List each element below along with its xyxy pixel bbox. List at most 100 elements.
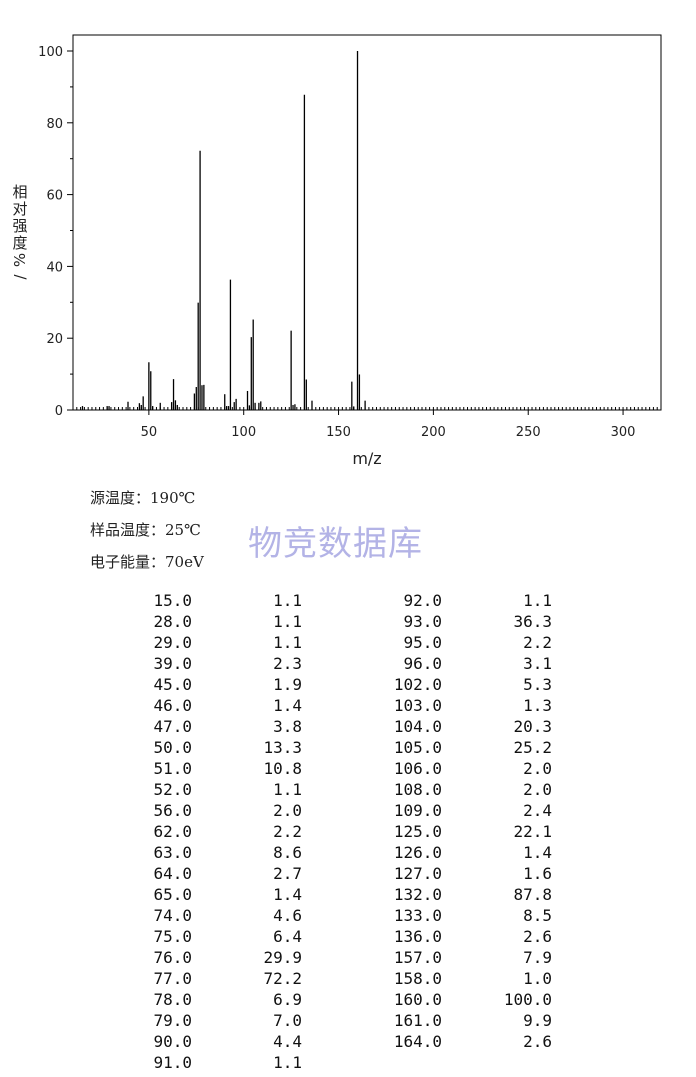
peak-abundance: 2.0	[523, 780, 552, 799]
peak-abundance: 1.1	[523, 591, 552, 610]
y-tick-label: 20	[46, 332, 63, 347]
peak-row: 64.0 2.7	[140, 863, 310, 884]
peak-row: 56.0 2.0	[140, 800, 310, 821]
peak-mz: 45.0	[153, 675, 192, 694]
peak-row: 46.0 1.4	[140, 695, 310, 716]
source-temperature: 源温度：190℃	[90, 489, 196, 507]
peak-abundance: 2.3	[273, 654, 302, 673]
peak-mz: 51.0	[153, 759, 192, 778]
y-axis-label-char: 对	[12, 200, 27, 218]
peak-row: 95.0 2.2	[390, 632, 560, 653]
peak-abundance: 20.3	[513, 717, 552, 736]
peak-row: 77.0 72.2	[140, 968, 310, 989]
peak-row: 39.0 2.3	[140, 653, 310, 674]
peak-abundance: 25.2	[513, 738, 552, 757]
peak-row: 65.0 1.4	[140, 884, 310, 905]
peak-abundance: 8.6	[273, 843, 302, 862]
peak-row: 109.0 2.4	[390, 800, 560, 821]
peak-row: 50.0 13.3	[140, 737, 310, 758]
peak-mz: 103.0	[393, 696, 442, 715]
peak-row: 90.0 4.4	[140, 1031, 310, 1052]
peak-mz: 28.0	[153, 612, 192, 631]
y-tick-label: 80	[46, 117, 63, 132]
peak-abundance: 2.2	[523, 633, 552, 652]
peak-row: 127.0 1.6	[390, 863, 560, 884]
peak-mz: 109.0	[393, 801, 442, 820]
peak-abundance: 8.5	[523, 906, 552, 925]
y-axis-label-char: 强	[12, 217, 27, 235]
peak-abundance: 7.9	[523, 948, 552, 967]
peak-mz: 75.0	[153, 927, 192, 946]
peak-abundance: 72.2	[263, 969, 302, 988]
peak-abundance: 1.1	[273, 1053, 302, 1072]
peak-abundance: 5.3	[523, 675, 552, 694]
peak-row: 93.0 36.3	[390, 611, 560, 632]
peak-row: 78.0 6.9	[140, 989, 310, 1010]
peak-mz: 56.0	[153, 801, 192, 820]
peak-row: 29.0 1.1	[140, 632, 310, 653]
peak-row: 75.0 6.4	[140, 926, 310, 947]
peak-mz: 29.0	[153, 633, 192, 652]
x-tick-label: 100	[231, 425, 256, 440]
peak-mz: 161.0	[393, 1011, 442, 1030]
peak-row: 102.0 5.3	[390, 674, 560, 695]
peak-abundance: 1.3	[523, 696, 552, 715]
peak-mz: 77.0	[153, 969, 192, 988]
peak-mz: 46.0	[153, 696, 192, 715]
peak-row: 96.0 3.1	[390, 653, 560, 674]
peak-row: 91.0 1.1	[140, 1052, 310, 1073]
peak-abundance: 2.0	[273, 801, 302, 820]
peak-abundance: 1.1	[273, 633, 302, 652]
x-tick-label: 200	[421, 425, 446, 440]
peak-abundance: 3.8	[273, 717, 302, 736]
plot-frame	[72, 34, 662, 411]
peak-mz: 64.0	[153, 864, 192, 883]
x-tick-label: 50	[141, 425, 158, 440]
peak-mz: 52.0	[153, 780, 192, 799]
peak-bars	[81, 51, 366, 410]
peak-abundance: 1.0	[523, 969, 552, 988]
peak-row: 92.0 1.1	[390, 590, 560, 611]
x-tick-label: 300	[611, 425, 636, 440]
peak-abundance: 4.4	[273, 1032, 302, 1051]
peak-row: 105.0 25.2	[390, 737, 560, 758]
peak-mz: 96.0	[403, 654, 442, 673]
peak-row: 133.0 8.5	[390, 905, 560, 926]
peak-row: 45.0 1.9	[140, 674, 310, 695]
peak-row: 132.0 87.8	[390, 884, 560, 905]
peak-abundance: 1.4	[273, 885, 302, 904]
peak-mz: 90.0	[153, 1032, 192, 1051]
peak-mz: 157.0	[393, 948, 442, 967]
peak-mz: 105.0	[393, 738, 442, 757]
peak-row: 62.0 2.2	[140, 821, 310, 842]
peak-row: 161.0 9.9	[390, 1010, 560, 1031]
peak-mz: 106.0	[393, 759, 442, 778]
peak-mz: 74.0	[153, 906, 192, 925]
peak-mz: 63.0	[153, 843, 192, 862]
peak-row: 164.0 2.6	[390, 1031, 560, 1052]
peak-mz: 50.0	[153, 738, 192, 757]
peak-row: 79.0 7.0	[140, 1010, 310, 1031]
peak-abundance: 1.1	[273, 591, 302, 610]
peak-abundance: 36.3	[513, 612, 552, 631]
peak-abundance: 2.2	[273, 822, 302, 841]
peak-mz: 95.0	[403, 633, 442, 652]
peak-row: 108.0 2.0	[390, 779, 560, 800]
peak-abundance: 6.9	[273, 990, 302, 1009]
peak-mz: 158.0	[393, 969, 442, 988]
peak-abundance: 100.0	[503, 990, 552, 1009]
y-axis-label-char: 度	[12, 234, 27, 252]
peak-abundance: 2.4	[523, 801, 552, 820]
peak-row: 74.0 4.6	[140, 905, 310, 926]
y-axis-label-char: %	[11, 253, 29, 267]
x-tick-label: 250	[516, 425, 541, 440]
peak-row: 126.0 1.4	[390, 842, 560, 863]
peak-row: 15.0 1.1	[140, 590, 310, 611]
peak-row: 63.0 8.6	[140, 842, 310, 863]
peak-mz: 160.0	[393, 990, 442, 1009]
peak-row: 28.0 1.1	[140, 611, 310, 632]
peak-mz: 79.0	[153, 1011, 192, 1030]
peak-row: 136.0 2.6	[390, 926, 560, 947]
peak-mz: 136.0	[393, 927, 442, 946]
